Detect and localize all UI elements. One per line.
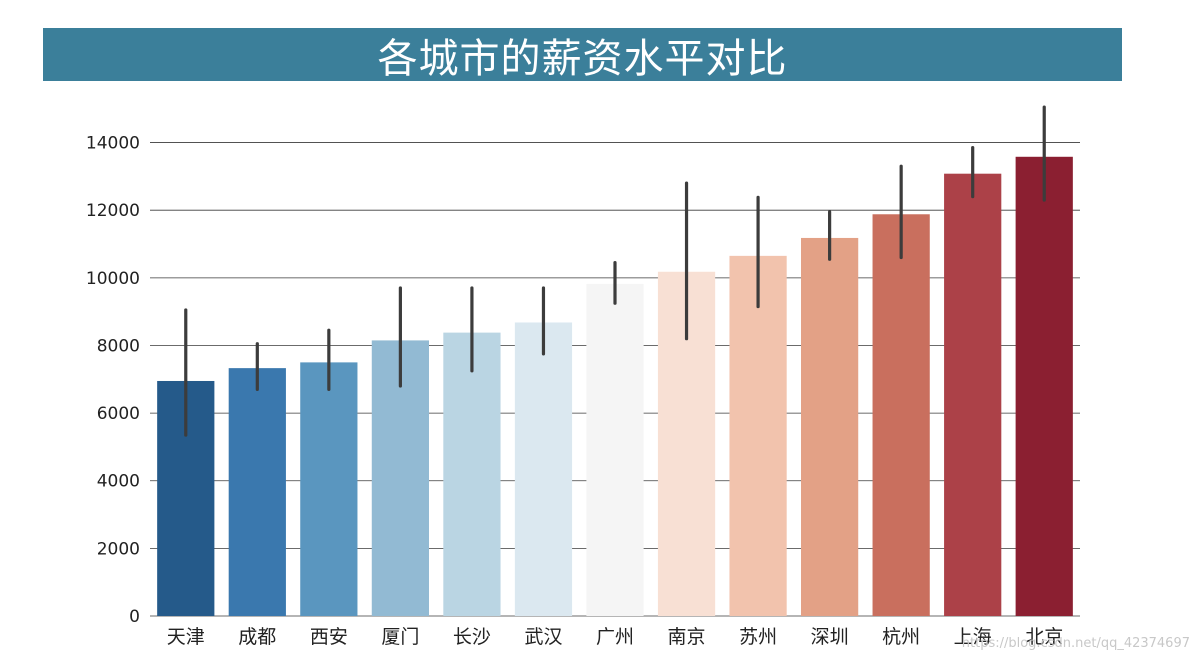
x-tick-label: 成都 (238, 626, 276, 648)
y-tick-label: 6000 (97, 404, 140, 424)
bar (586, 283, 644, 616)
x-tick-label: 长沙 (453, 626, 491, 648)
bar (872, 214, 930, 616)
x-tick-label: 深圳 (811, 626, 849, 648)
x-tick-label: 天津 (167, 626, 205, 648)
bar (801, 237, 859, 617)
bar (228, 368, 286, 616)
x-tick-label: 武汉 (524, 626, 562, 648)
x-tick-label: 上海 (954, 626, 992, 648)
chart-title-banner: 各城市的薪资水平对比 (43, 28, 1122, 82)
y-tick-label: 4000 (97, 472, 140, 492)
x-tick-label: 南京 (668, 626, 706, 648)
y-tick-label: 14000 (86, 134, 140, 154)
x-tick-label: 杭州 (882, 626, 920, 648)
bar (1015, 156, 1073, 616)
chart-title: 各城市的薪资水平对比 (377, 35, 788, 82)
watermark: https://blog.csdn.net/qq_42374697 (961, 636, 1190, 651)
y-tick-label: 10000 (86, 269, 140, 289)
x-tick-label: 广州 (596, 626, 634, 648)
y-tick-label: 2000 (97, 539, 140, 559)
y-tick-label: 12000 (86, 201, 140, 221)
x-tick-label: 北京 (1025, 626, 1063, 648)
bar (944, 173, 1002, 617)
bar (729, 255, 787, 616)
x-tick-label: 厦门 (381, 626, 419, 648)
x-tick-label: 苏州 (739, 626, 777, 648)
y-tick-label: 8000 (97, 336, 140, 356)
bar (514, 322, 573, 616)
y-tick-label: 0 (129, 607, 140, 627)
x-tick-label: 西安 (310, 626, 348, 648)
bar (300, 362, 358, 616)
bar (443, 332, 501, 616)
